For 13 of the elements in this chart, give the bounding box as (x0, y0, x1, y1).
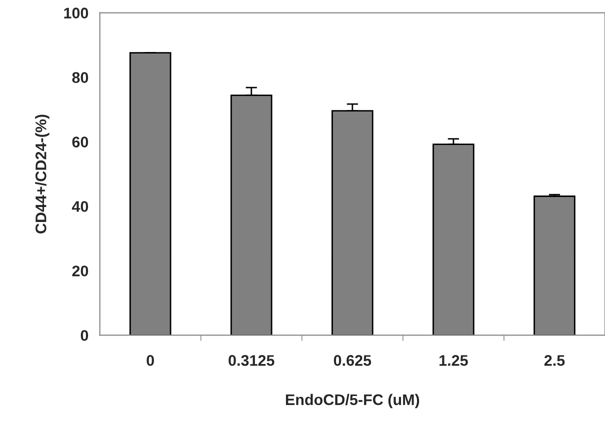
y-axis-title: CD44+/CD24-(%) (35, 114, 50, 234)
y-tick-label: 80 (72, 72, 88, 83)
y-tick-label: 100 (64, 8, 88, 18)
y-tick-label: 40 (72, 201, 88, 212)
x-tick-label: 0 (146, 355, 154, 366)
y-tick-label: 0 (80, 330, 88, 341)
y-tick-label: 60 (72, 136, 88, 148)
x-tick-label: 0.625 (334, 355, 372, 366)
y-tick-label: 20 (72, 266, 88, 276)
x-tick-label: 2.5 (544, 355, 565, 366)
x-axis-title: EndoCD/5-FC (uM) (286, 394, 420, 408)
x-tick-label: 0.3125 (228, 355, 274, 366)
x-tick-label: 1.25 (440, 355, 468, 366)
